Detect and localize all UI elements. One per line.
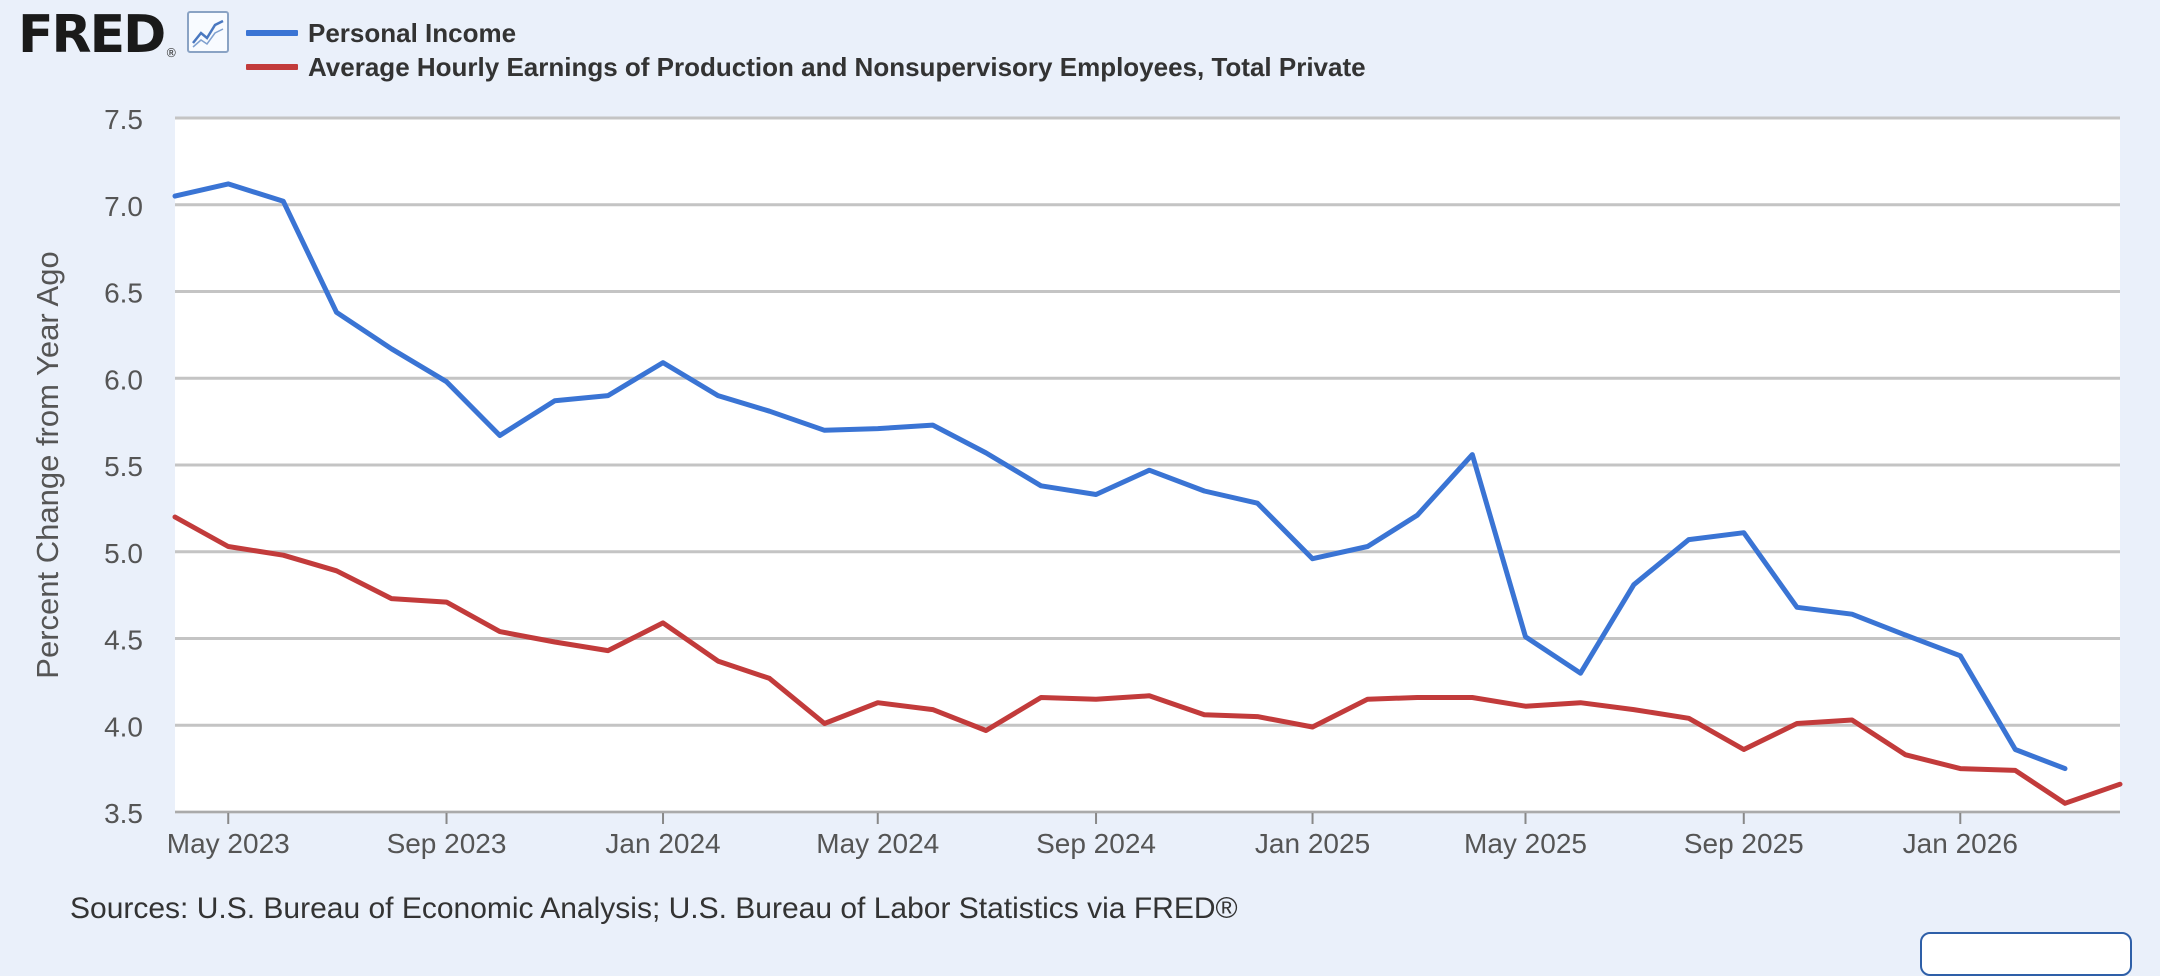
logo-registered-mark: ® bbox=[165, 46, 178, 60]
fred-logo[interactable]: FRED ® bbox=[18, 5, 230, 65]
x-tick-label: Sep 2025 bbox=[1684, 828, 1804, 859]
legend-label-series-1: Personal Income bbox=[308, 17, 517, 48]
x-tick-label: Sep 2024 bbox=[1036, 828, 1156, 859]
x-tick-label: May 2023 bbox=[167, 828, 290, 859]
y-tick-label: 6.0 bbox=[104, 364, 143, 395]
y-tick-label: 6.5 bbox=[104, 278, 143, 309]
logo-text: FRED bbox=[18, 5, 166, 65]
legend-label-series-2: Average Hourly Earnings of Production an… bbox=[308, 51, 1366, 82]
y-axis-label: Percent Change from Year Ago bbox=[30, 251, 65, 678]
x-tick-label: May 2025 bbox=[1464, 828, 1587, 859]
y-axis-tick-labels: 3.5 4.0 4.5 5.0 5.5 6.0 6.5 7.0 7.5 bbox=[104, 104, 143, 829]
y-tick-label: 3.5 bbox=[104, 798, 143, 829]
y-tick-label: 4.0 bbox=[104, 711, 143, 742]
x-tick-label: May 2024 bbox=[816, 828, 939, 859]
y-tick-label: 7.5 bbox=[104, 104, 143, 135]
legend-swatch-series-1 bbox=[246, 30, 298, 36]
series-lines bbox=[172, 181, 2123, 806]
series-line-1[interactable] bbox=[172, 181, 2068, 772]
line-chart-icon bbox=[187, 11, 230, 53]
chart-legend: Personal Income Average Hourly Earnings … bbox=[246, 16, 1366, 84]
sources-note: Sources: U.S. Bureau of Economic Analysi… bbox=[70, 892, 1238, 925]
x-tick-label: Jan 2026 bbox=[1903, 828, 2018, 859]
series-line-2[interactable] bbox=[172, 514, 2123, 806]
x-tick-label: Jan 2025 bbox=[1255, 828, 1370, 859]
x-tick-label: Jan 2024 bbox=[605, 828, 720, 859]
x-axis-tick-labels: May 2023 Sep 2023 Jan 2024 May 2024 Sep 2024… bbox=[167, 811, 2120, 859]
x-tick-label: Sep 2023 bbox=[387, 828, 507, 859]
y-tick-label: 5.5 bbox=[104, 451, 143, 482]
corner-button[interactable] bbox=[1920, 932, 2132, 976]
legend-item-series-2[interactable]: Average Hourly Earnings of Production an… bbox=[246, 50, 1366, 84]
line-chart: 3.5 4.0 4.5 5.0 5.5 6.0 6.5 7.0 7.5 May 2023 Sep … bbox=[30, 104, 2123, 859]
legend-swatch-series-2 bbox=[246, 64, 298, 70]
y-tick-label: 5.0 bbox=[104, 538, 143, 569]
legend-item-series-1[interactable]: Personal Income bbox=[246, 16, 1366, 50]
y-tick-label: 4.5 bbox=[104, 625, 143, 656]
y-tick-label: 7.0 bbox=[104, 191, 143, 222]
